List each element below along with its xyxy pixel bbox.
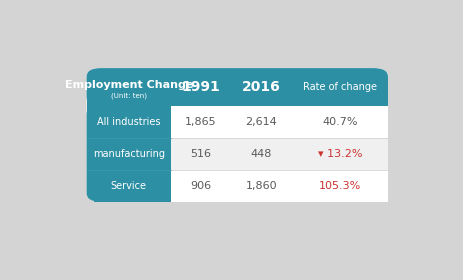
Text: 1,865: 1,865 <box>185 116 217 127</box>
Text: 448: 448 <box>250 149 272 159</box>
FancyBboxPatch shape <box>171 106 388 137</box>
FancyBboxPatch shape <box>87 87 388 106</box>
Text: ▾ 13.2%: ▾ 13.2% <box>318 149 362 159</box>
FancyBboxPatch shape <box>87 106 171 154</box>
Text: 2,614: 2,614 <box>245 116 277 127</box>
Text: 2016: 2016 <box>242 80 281 94</box>
FancyBboxPatch shape <box>171 170 388 202</box>
FancyBboxPatch shape <box>94 154 171 202</box>
FancyBboxPatch shape <box>87 68 388 106</box>
Text: manufacturing: manufacturing <box>93 149 165 159</box>
Text: All industries: All industries <box>97 116 161 127</box>
Text: 1991: 1991 <box>182 80 220 94</box>
Text: 40.7%: 40.7% <box>322 116 357 127</box>
FancyBboxPatch shape <box>171 137 388 170</box>
FancyBboxPatch shape <box>87 106 171 202</box>
Text: Service: Service <box>111 181 147 191</box>
Text: Employment Change: Employment Change <box>65 80 193 90</box>
FancyBboxPatch shape <box>87 68 388 202</box>
Text: Rate of change: Rate of change <box>303 82 377 92</box>
Text: (Unit: ten): (Unit: ten) <box>111 92 147 99</box>
Text: 906: 906 <box>191 181 212 191</box>
Text: 105.3%: 105.3% <box>319 181 361 191</box>
Text: 516: 516 <box>191 149 212 159</box>
Text: 1,860: 1,860 <box>245 181 277 191</box>
